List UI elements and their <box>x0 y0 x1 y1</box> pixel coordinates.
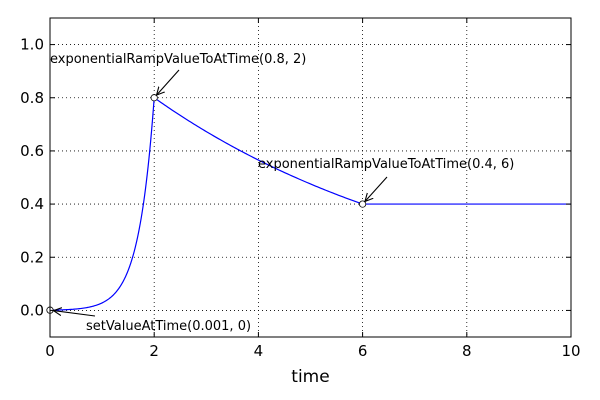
x-tick-labels: 0 2 4 6 8 10 <box>45 342 580 360</box>
data-point-marker <box>150 94 158 102</box>
y-tick-label: 1.0 <box>20 36 44 54</box>
annotation-text: exponentialRampValueToAtTime(0.8, 2) <box>50 52 306 67</box>
y-tick-label: 0.0 <box>20 301 44 319</box>
annotation-arrow <box>157 69 180 95</box>
data-point-marker <box>358 200 367 208</box>
annotation-layer: setValueAtTime(0.001, 0) exponentialRampV… <box>50 52 514 334</box>
y-tick-labels: 0.0 0.2 0.4 0.6 0.8 1.0 <box>20 36 44 320</box>
y-tick-label: 0.4 <box>20 195 44 213</box>
y-tick-label: 0.8 <box>20 89 44 107</box>
annotation-arrow <box>53 311 96 317</box>
y-tick-label: 0.6 <box>20 142 44 160</box>
annotation-arrow <box>365 176 388 201</box>
tick-layer <box>49 18 572 337</box>
y-tick-label: 0.2 <box>20 248 44 266</box>
plot-frame <box>49 17 572 338</box>
x-axis-label: time <box>291 367 329 387</box>
x-tick-label: 6 <box>358 342 368 360</box>
x-tick-label: 8 <box>462 342 472 360</box>
grid <box>49 18 572 337</box>
x-tick-label: 10 <box>561 342 580 360</box>
annotation-text: exponentialRampValueToAtTime(0.4, 6) <box>258 157 514 172</box>
x-tick-label: 4 <box>254 342 264 360</box>
x-tick-label: 2 <box>149 342 159 360</box>
x-tick-label: 0 <box>45 342 55 360</box>
annotation-text: setValueAtTime(0.001, 0) <box>86 319 251 334</box>
